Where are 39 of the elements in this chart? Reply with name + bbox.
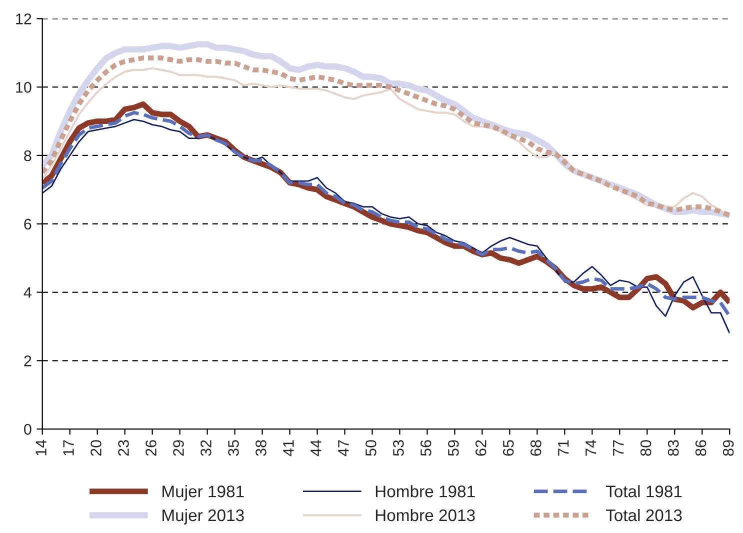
x-tick-label: 20 (90, 440, 102, 456)
x-tick-label: 50 (366, 440, 376, 456)
legend-label: Hombre 1981 (376, 485, 475, 498)
y-tick-label: 2 (24, 356, 32, 366)
x-tick-label: 62 (475, 440, 486, 456)
x-tick-label: 83 (668, 440, 679, 456)
legend-label: Total 1981 (606, 485, 682, 498)
y-tick-label: 4 (24, 287, 32, 298)
x-tick-label: 44 (310, 440, 322, 456)
x-tick-label: 80 (640, 440, 652, 456)
y-tick-label: 12 (16, 14, 32, 24)
x-tick-label: 17 (63, 440, 74, 456)
x-tick-label: 65 (502, 440, 514, 456)
x-tick-label: 32 (200, 440, 212, 456)
legend-label: Mujer 1981 (162, 485, 244, 501)
x-tick-label: 89 (722, 440, 734, 456)
x-tick-label: 47 (338, 440, 349, 456)
x-tick-label: 68 (530, 440, 542, 456)
legend-label: Hombre 2013 (376, 508, 475, 522)
x-tick-label: 23 (118, 440, 129, 456)
x-tick-label: 86 (695, 440, 706, 456)
x-tick-label: 38 (256, 440, 266, 456)
x-tick-label: 77 (613, 440, 624, 456)
y-tick-label: 8 (24, 150, 32, 162)
x-tick-label: 35 (228, 440, 239, 456)
y-tick-label: 6 (24, 218, 32, 230)
x-tick-label: 14 (36, 440, 46, 456)
x-tick-label: 59 (448, 440, 459, 456)
x-tick-label: 56 (420, 440, 432, 456)
legend-label: Mujer 2013 (162, 508, 244, 525)
x-tick-label: 53 (393, 440, 404, 456)
x-tick-label: 26 (146, 440, 156, 456)
x-tick-label: 41 (283, 440, 294, 456)
x-tick-label: 29 (173, 440, 184, 456)
y-tick-label: 0 (24, 424, 32, 435)
x-tick-label: 74 (586, 440, 596, 456)
x-tick-label: 71 (558, 440, 569, 456)
y-tick-label: 10 (16, 82, 32, 93)
legend-label: Total 2013 (606, 508, 682, 522)
